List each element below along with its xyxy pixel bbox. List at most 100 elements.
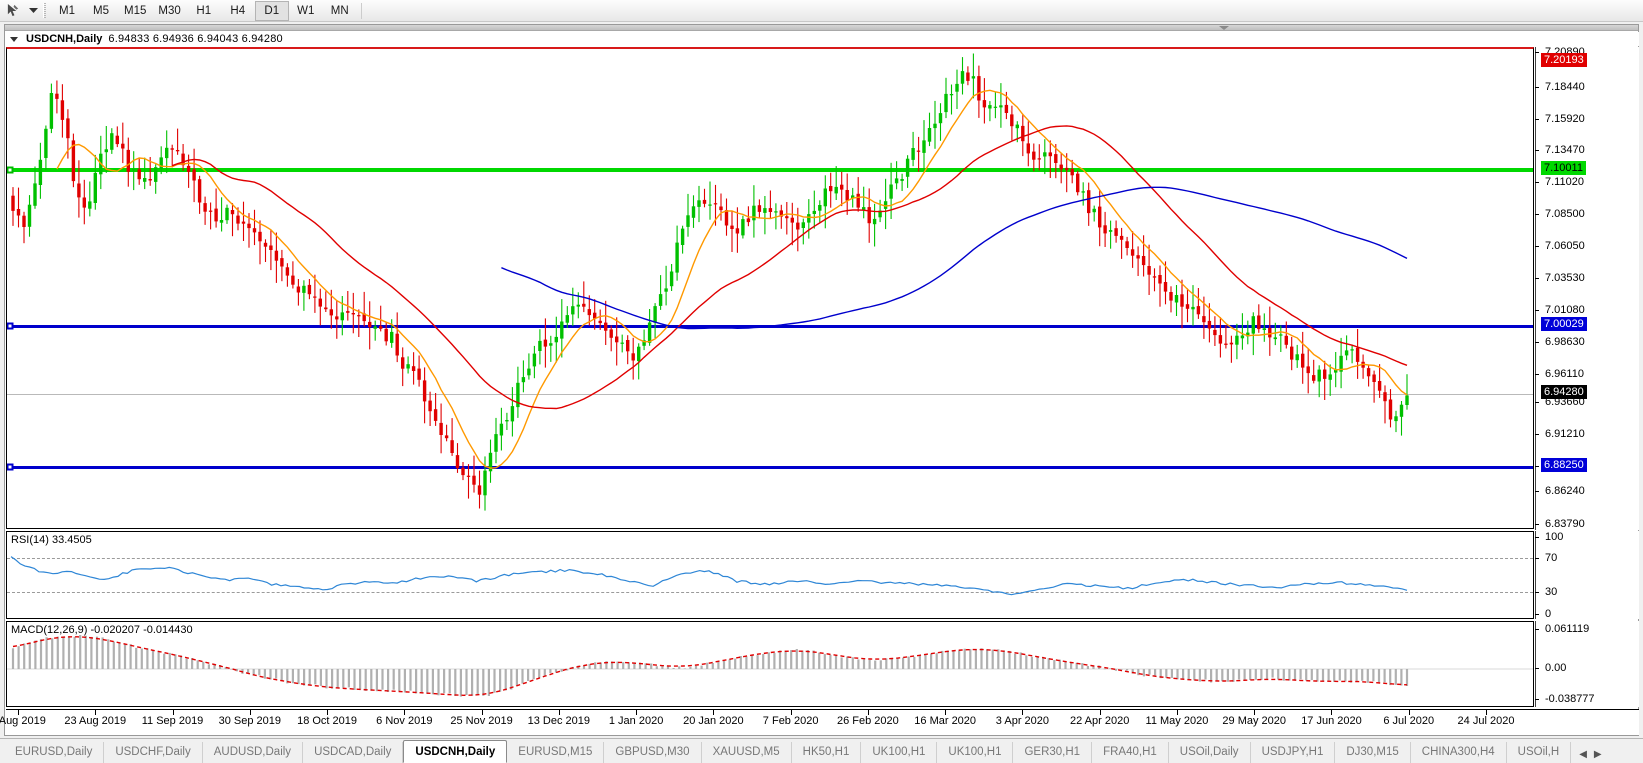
- price-tick-1: 7.18440: [1545, 81, 1585, 93]
- cursor-arrow-icon[interactable]: [0, 1, 26, 21]
- chart-menu-caret-icon[interactable]: [10, 36, 18, 42]
- timeframe-w1[interactable]: W1: [297, 4, 315, 17]
- date-label: 3 Apr 2020: [995, 715, 1050, 727]
- date-label: 30 Sep 2019: [218, 715, 281, 727]
- price-tick-12: 6.91210: [1545, 428, 1585, 440]
- timeframe-group: M1 M5 M15 M30 H1 H4 D1 W1 MN: [50, 0, 357, 21]
- date-tick: [636, 710, 638, 715]
- price-tick-2: 7.15920: [1545, 113, 1585, 125]
- date-label: 1 Jan 2020: [608, 715, 664, 727]
- date-tick: [1099, 710, 1101, 715]
- date-tick: [1254, 710, 1256, 715]
- date-tick: [1331, 710, 1333, 715]
- chart-ohlc-values: 6.94833 6.94936 6.94043 6.94280: [108, 33, 283, 45]
- chart-tab-usdchf-daily[interactable]: USDCHF,Daily: [104, 742, 203, 763]
- level-line-blue-lower[interactable]: [7, 466, 1533, 469]
- timeframe-h1[interactable]: H1: [196, 4, 212, 17]
- macd-pane[interactable]: MACD(12,26,9) -0.020207 -0.014430: [6, 621, 1534, 707]
- price-chip-blue-lower: 6.88250: [1541, 458, 1587, 472]
- date-label: 17 Jun 2020: [1301, 715, 1362, 727]
- price-chip-blue-upper: 7.00029: [1541, 317, 1587, 331]
- current-price-line: [7, 394, 1533, 395]
- timeframe-h4[interactable]: H4: [230, 4, 246, 17]
- timeframe-m30[interactable]: M30: [158, 4, 181, 17]
- level-handle-blue-lower[interactable]: [7, 463, 14, 471]
- price-chip-green-level: 7.10011: [1541, 161, 1586, 175]
- timeframe-d1[interactable]: D1: [254, 0, 289, 21]
- chevron-down-icon[interactable]: [26, 3, 40, 19]
- chart-tab-gbpusd-m30[interactable]: GBPUSD,M30: [604, 742, 702, 763]
- tab-scroll-left-icon[interactable]: ◀: [1579, 749, 1587, 760]
- chart-tab-bar: EURUSD,Daily USDCHF,Daily AUDUSD,Daily U…: [0, 738, 1643, 763]
- chart-tab-fra40-h1[interactable]: FRA40,H1: [1092, 742, 1169, 763]
- price-tick-3: 7.13470: [1545, 144, 1585, 156]
- chart-tab-audusd-daily[interactable]: AUDUSD,Daily: [203, 742, 304, 763]
- rsi-tick-30: 30: [1545, 586, 1558, 598]
- date-label: 6 Nov 2019: [376, 715, 433, 727]
- level-line-green[interactable]: [7, 168, 1533, 172]
- level-handle-green[interactable]: [7, 166, 14, 174]
- rsi-pane[interactable]: RSI(14) 33.4505: [6, 531, 1534, 619]
- chevron-down-icon[interactable]: [1219, 26, 1229, 30]
- date-tick: [558, 710, 560, 715]
- chart-tab-xauusd-m5[interactable]: XAUUSD,M5: [702, 742, 792, 763]
- chart-tab-hk50-h1[interactable]: HK50,H1: [792, 742, 862, 763]
- rsi-level-30: [7, 592, 1533, 593]
- rsi-axis: 100 70 30 0: [1535, 531, 1639, 619]
- date-label: 7 Feb 2020: [762, 715, 819, 727]
- chart-horizontal-scrollbar[interactable]: [5, 25, 1638, 31]
- timeframe-m15[interactable]: M15: [124, 4, 147, 17]
- chart-tab-usoil-daily[interactable]: USOil,Daily: [1169, 742, 1251, 763]
- chart-tab-eurusd-daily[interactable]: EURUSD,Daily: [4, 742, 105, 763]
- chart-tab-usdcad-daily[interactable]: USDCAD,Daily: [303, 742, 404, 763]
- rsi-title: RSI(14) 33.4505: [11, 534, 92, 546]
- timeframe-m1[interactable]: M1: [59, 4, 75, 17]
- rsi-tick-0: 0: [1545, 608, 1552, 619]
- date-label: 6 Jul 2020: [1383, 715, 1435, 727]
- macd-canvas: [7, 635, 1533, 697]
- macd-tick-max: 0.061119: [1545, 623, 1590, 635]
- date-tick: [481, 710, 483, 715]
- timeframe-m5[interactable]: M5: [93, 4, 109, 17]
- date-label: 11 Sep 2019: [141, 715, 204, 727]
- price-axis[interactable]: 7.20890 7.18440 7.15920 7.13470 7.11020 …: [1535, 47, 1639, 530]
- tab-scroll-right-icon[interactable]: ▶: [1593, 749, 1602, 760]
- date-tick: [404, 710, 406, 715]
- price-tick-6: 7.06050: [1545, 240, 1585, 252]
- date-label: 24 Jul 2020: [1457, 715, 1515, 727]
- price-chip-current: 6.94280: [1541, 385, 1587, 399]
- toolbar-separator: [360, 2, 362, 19]
- price-chart-pane[interactable]: [6, 47, 1534, 529]
- toolbar-grip[interactable]: [43, 3, 46, 18]
- rsi-tick-100: 100: [1545, 531, 1564, 543]
- timeframe-mn[interactable]: MN: [330, 4, 349, 17]
- price-tick-7: 7.03530: [1545, 272, 1585, 284]
- price-tick-15: 6.83790: [1545, 518, 1585, 530]
- chart-tab-usdjpy-h1[interactable]: USDJPY,H1: [1251, 742, 1336, 763]
- date-label: 26 Feb 2020: [837, 715, 899, 727]
- date-tick: [1176, 710, 1178, 715]
- date-tick: [249, 710, 251, 715]
- date-label: 13 Dec 2019: [527, 715, 591, 727]
- date-tick: [327, 710, 329, 715]
- date-tick: [1486, 710, 1487, 715]
- chart-tab-ger30-h1[interactable]: GER30,H1: [1013, 742, 1093, 763]
- chart-tab-usoil-h[interactable]: USOil,H: [1507, 742, 1572, 763]
- macd-tick-zero: 0.00: [1545, 662, 1567, 674]
- price-tick-14: 6.86240: [1545, 485, 1585, 497]
- chart-tab-uk100-h1-a[interactable]: UK100,H1: [861, 742, 938, 763]
- date-axis: 5 Aug 2019 23 Aug 2019 11 Sep 2019 30 Sep 2…: [0, 709, 1639, 735]
- chart-window: USDCNH,Daily 6.94833 6.94936 6.94043 6.9…: [0, 24, 1639, 736]
- chart-tab-usdcnh-daily[interactable]: USDCNH,Daily: [403, 740, 508, 763]
- price-tick-0: 7.20890: [1545, 47, 1585, 58]
- macd-axis: 0.061119 0.00 -0.038777: [1535, 621, 1639, 707]
- date-label: 5 Aug 2019: [0, 715, 46, 727]
- level-handle-blue-upper[interactable]: [7, 322, 14, 330]
- chart-header: USDCNH,Daily 6.94833 6.94936 6.94043 6.9…: [6, 32, 1639, 46]
- chart-tab-dj30-m15[interactable]: DJ30,M15: [1335, 742, 1411, 763]
- top-toolbar: M1 M5 M15 M30 H1 H4 D1 W1 MN: [0, 0, 1643, 22]
- chart-tab-uk100-h1-b[interactable]: UK100,H1: [937, 742, 1014, 763]
- price-tick-8: 7.01080: [1545, 304, 1585, 316]
- chart-tab-eurusd-m15[interactable]: EURUSD,M15: [507, 742, 605, 763]
- chart-tab-china300-h4[interactable]: CHINA300,H4: [1411, 742, 1507, 763]
